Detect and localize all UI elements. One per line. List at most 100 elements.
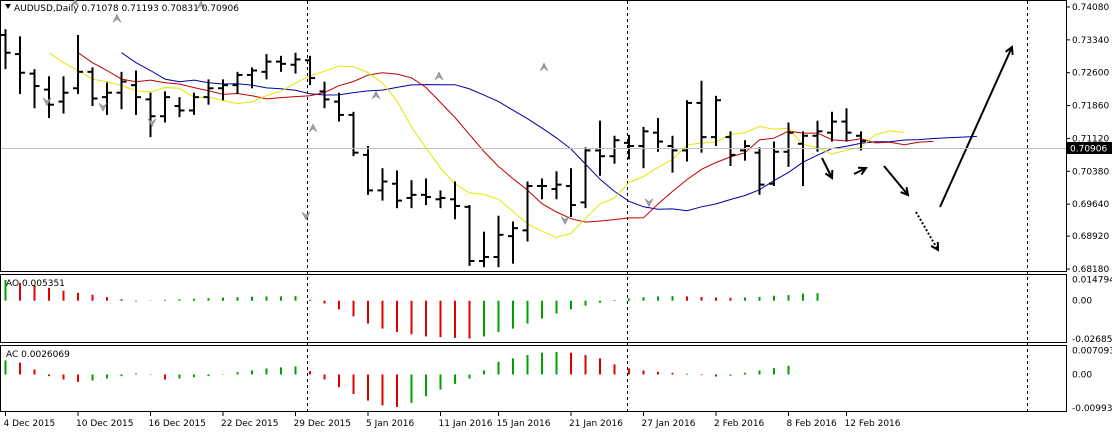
date-axis-label: 11 Jan 2016 (439, 419, 493, 429)
ohlc-bar (450, 181, 460, 220)
forecast-arrow (853, 166, 868, 176)
ac-pane-frame (0, 345, 1067, 412)
fractal-up-icon (196, 0, 206, 10)
arrow-shaft (915, 211, 939, 251)
ohlc-bar (508, 221, 518, 264)
ohlc-bar (44, 76, 54, 119)
ohlc-bar (189, 92, 199, 115)
ac-histogram (4, 352, 790, 407)
ohlc-bar (856, 131, 866, 151)
ac-value: 0.0026069 (21, 350, 70, 360)
ohlc-bar (783, 122, 794, 167)
ohlc-bar (29, 69, 40, 109)
fractal-up-icon (371, 90, 381, 100)
fractal-down-icon (644, 198, 654, 208)
price-axis-label: 0.70380 (1072, 167, 1109, 177)
ohlc-bar (392, 170, 402, 209)
ohlc-bar (551, 171, 562, 200)
fractal-up-icon (70, 0, 80, 7)
arrow-head-icon (900, 186, 910, 197)
ao-histogram (4, 280, 819, 339)
forecast-arrows (821, 45, 1014, 252)
ohlc-bar (276, 55, 286, 72)
date-axis-label: 29 Dec 2015 (294, 419, 352, 429)
fractals (42, 0, 654, 226)
fractal-down-icon (98, 103, 108, 112)
price-axis-label: 0.69640 (1072, 200, 1109, 210)
ohlc-bar (479, 231, 489, 268)
ohlc-bar (305, 55, 315, 86)
ohlc-bar (87, 67, 98, 107)
arrow-head-icon (1005, 45, 1014, 56)
ao-axis-label: 0.00 (1072, 297, 1092, 307)
ohlc-bar (522, 181, 533, 242)
ac-axis-label: 0.0070934 (1072, 347, 1112, 357)
ohlc-bar (0, 29, 11, 70)
ohlc-bar (537, 178, 547, 200)
arrow-shaft (821, 157, 833, 179)
date-axis-label: 21 Jan 2016 (569, 419, 623, 429)
ohlc-bar (290, 52, 301, 74)
fractal-down-icon (301, 211, 311, 221)
fractal-down-icon (560, 216, 570, 226)
forecast-arrow (821, 157, 834, 180)
fractal-up-icon (112, 13, 122, 23)
price-axis-label: 0.72600 (1072, 69, 1109, 79)
ac-axis-label: -0.009937 (1072, 404, 1112, 414)
fractal-up-icon (539, 62, 549, 72)
date-axis-label: 16 Dec 2015 (149, 419, 207, 429)
ac-axis-label: 0.00 (1072, 370, 1092, 380)
price-axis-label: 0.74080 (1072, 3, 1109, 13)
ohlc-bar (377, 168, 388, 201)
ohlc-bar (73, 34, 83, 95)
ohlc-bar (319, 81, 330, 109)
price-bars (0, 29, 866, 268)
dropdown-triangle-icon[interactable] (5, 4, 11, 9)
close-value: 0.70906 (202, 4, 239, 14)
ohlc-bar (406, 180, 417, 209)
forecast-arrow (915, 211, 940, 252)
ohlc-bar (174, 97, 185, 118)
ohlc-bar (58, 76, 69, 114)
ohlc-bar (435, 190, 446, 209)
arrow-head-icon (824, 169, 834, 180)
ohlc-bar (218, 79, 228, 101)
arrow-shaft (939, 46, 1013, 208)
ohlc-bar (131, 70, 141, 115)
date-axis-label: 27 Jan 2016 (642, 419, 696, 429)
ohlc-bar (812, 120, 823, 152)
high-value: 0.71193 (122, 4, 159, 14)
ao-axis-label: 0.014794 (1072, 276, 1112, 286)
ac-name: AC (6, 350, 18, 360)
ohlc-bar (363, 145, 373, 195)
price-axis-label: 0.68920 (1072, 232, 1109, 242)
ohlc-bar (609, 135, 620, 164)
svg-text:AC 0.0026069: AC 0.0026069 (6, 350, 70, 360)
ohlc-bar (740, 140, 750, 161)
ohlc-bar (711, 95, 721, 146)
ohlc-bar (464, 205, 475, 266)
ao-name: AO (6, 279, 19, 289)
arrow-head-icon (857, 166, 868, 176)
ohlc-bar (160, 91, 170, 123)
ohlc-bar (841, 108, 852, 142)
ao-value: 0.005351 (22, 279, 65, 289)
ohlc-bar (682, 100, 692, 162)
date-axis-label: 22 Dec 2015 (221, 419, 279, 429)
date-axis-label: 2 Feb 2016 (714, 419, 765, 429)
low-value: 0.70831 (162, 4, 199, 14)
symbol-label: AUDUSD,Daily (14, 4, 79, 14)
ma-yellow-line (48, 52, 905, 238)
main-pane-frame (0, 0, 1067, 272)
date-axis-label: 8 Feb 2016 (787, 419, 838, 429)
ohlc-bar (421, 178, 431, 206)
ohlc-bar (638, 126, 649, 169)
fractal-up-icon (308, 123, 318, 133)
moving-averages (48, 52, 978, 238)
forecast-arrow (883, 165, 910, 197)
price-axis-label: 0.68180 (1072, 265, 1109, 275)
date-axis-label: 10 Dec 2015 (76, 419, 134, 429)
arrow-shaft (883, 165, 909, 196)
ohlc-bar (827, 111, 837, 142)
